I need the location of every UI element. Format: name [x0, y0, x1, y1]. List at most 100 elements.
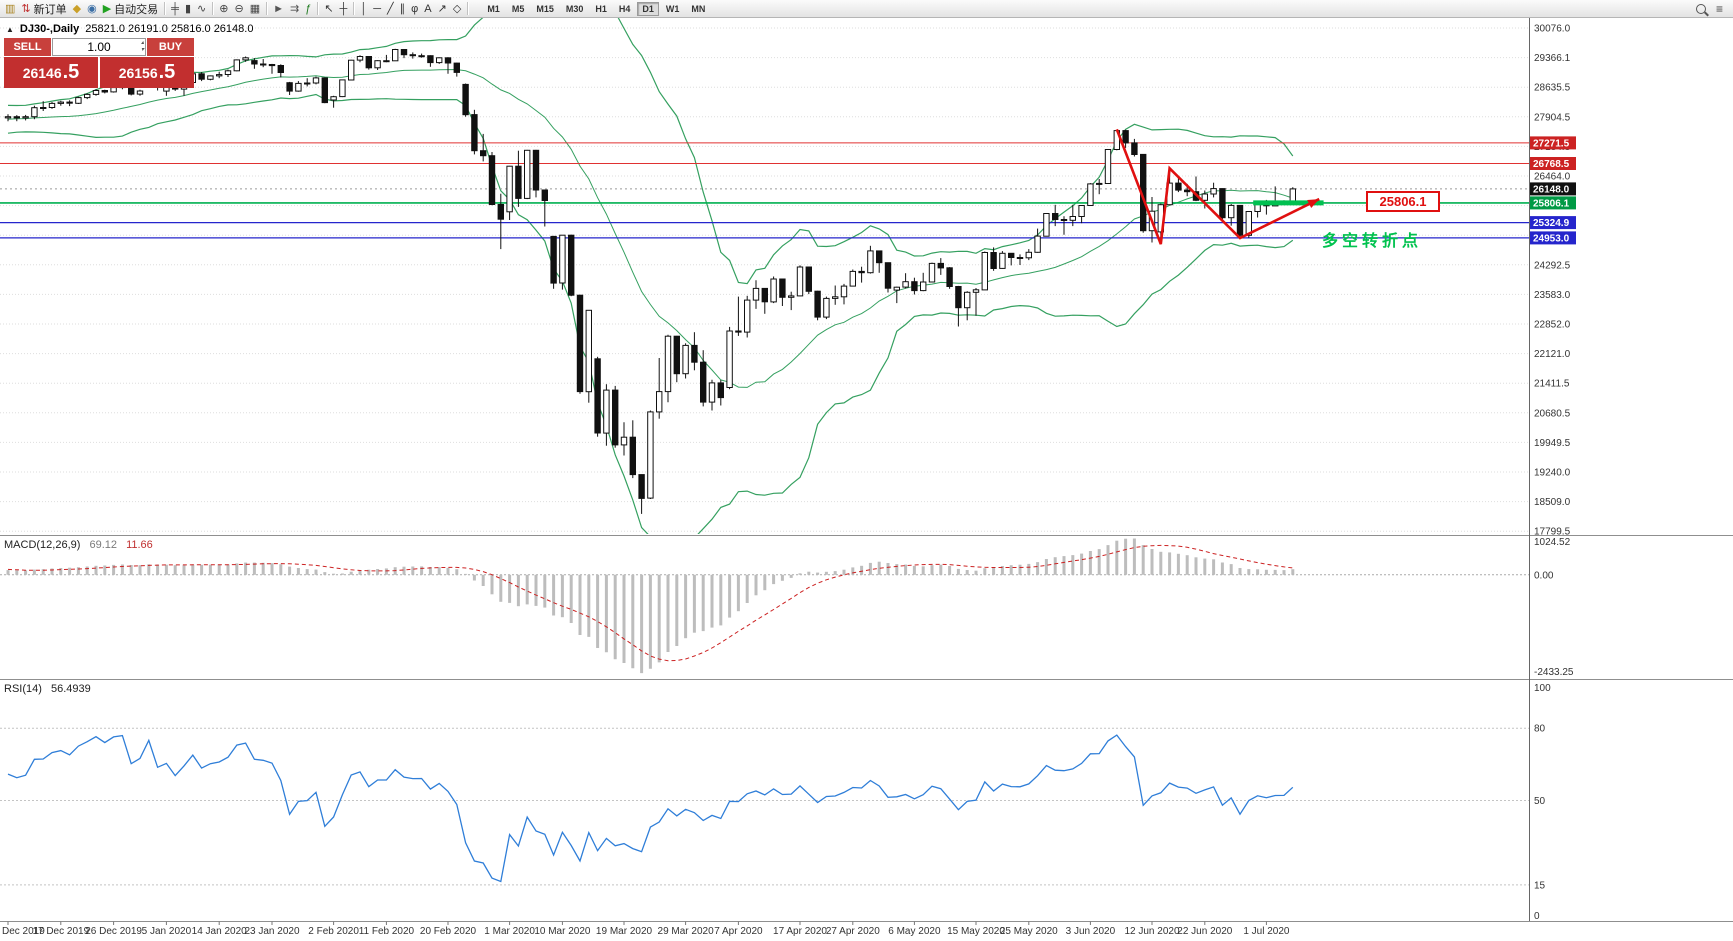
volume-input[interactable]: 1.00 ▴ ▾ [52, 38, 146, 56]
crosshair-icon[interactable]: ┼ [337, 1, 351, 17]
rsi-indicator-label: RSI(14) 56.4939 [4, 683, 91, 695]
horizontal-line-icon[interactable]: ─ [370, 1, 384, 17]
zoom-in-icon[interactable]: ⊕ [216, 1, 231, 17]
candle [664, 335, 672, 393]
autotrading-button[interactable]: ▶ 自动交易 [100, 1, 161, 17]
candle [1078, 205, 1085, 217]
buy-price-button[interactable]: 26156.5 [100, 57, 194, 88]
toolbar-separator [353, 2, 355, 15]
candle [304, 82, 311, 85]
macd-axis-label: -2433.25 [1534, 667, 1574, 678]
menu-icon[interactable]: ≡ [1715, 1, 1723, 16]
one-click-collapse-icon[interactable]: ▲ [6, 24, 14, 34]
sell-price-button[interactable]: 26146.5 [4, 57, 98, 88]
shapes-icon-glyph: ◇ [452, 2, 462, 15]
candle [506, 165, 513, 213]
timeframe-m30[interactable]: M30 [565, 3, 584, 14]
candle [805, 266, 812, 292]
spinner-up-icon[interactable]: ▴ [140, 40, 144, 46]
metaeditor-icon[interactable]: ◆ [70, 1, 84, 17]
cursor-icon[interactable]: ↖ [321, 1, 336, 17]
timeframe-w1[interactable]: W1 [665, 3, 680, 14]
timeframe-m15[interactable]: M15 [536, 3, 554, 14]
macd-name: MACD(12,26,9) [4, 539, 81, 551]
date-label: 25 May 2020 [1000, 926, 1058, 937]
channel-icon[interactable]: ∥ [397, 1, 409, 17]
candle [427, 55, 434, 64]
spinner-down-icon[interactable]: ▾ [140, 47, 144, 53]
svg-text:25806.1: 25806.1 [1533, 198, 1570, 209]
date-label: 1 Mar 2020 [484, 926, 535, 937]
price-axis-label: 17799.5 [1534, 527, 1571, 538]
candle [893, 286, 900, 291]
candle [75, 97, 82, 104]
horizontal-line-icon-glyph: ─ [373, 2, 382, 15]
candle [286, 82, 293, 92]
candle [312, 77, 320, 84]
candle [110, 87, 117, 93]
candle [568, 234, 575, 296]
trendline-icon[interactable]: ╱ [384, 1, 397, 17]
vertical-line-icon[interactable]: │ [357, 1, 370, 17]
price-annotation-box: 25806.1 [1366, 191, 1440, 212]
sell-button[interactable]: SELL [4, 38, 51, 56]
timeframe-d1[interactable]: D1 [637, 1, 659, 16]
candle [1025, 251, 1032, 259]
timeframe-h1[interactable]: H1 [595, 3, 607, 14]
cursor-icon-glyph: ↖ [324, 2, 334, 15]
candle [876, 250, 883, 264]
candle [656, 391, 663, 413]
toolbar-separator [266, 2, 268, 15]
candle [365, 56, 373, 69]
line-chart-icon[interactable]: ∿ [194, 1, 209, 17]
candle [374, 60, 381, 69]
timeframe-mn[interactable]: MN [691, 3, 706, 14]
horizontal-lines [0, 142, 1529, 239]
terminal-icon[interactable]: ◉ [84, 1, 100, 17]
candle [796, 266, 804, 297]
sell-price-main: 26146 [22, 64, 62, 81]
buy-button[interactable]: BUY [147, 38, 194, 56]
candle [436, 57, 443, 64]
text-label-icon[interactable]: A [421, 1, 434, 17]
candlestick-chart-icon[interactable]: ▮ [182, 1, 194, 17]
shapes-icon[interactable]: ◇ [450, 1, 464, 17]
candle [990, 252, 997, 269]
zoom-out-icon[interactable]: ⊖ [231, 1, 246, 17]
chart-shift-icon[interactable]: ⇉ [287, 1, 302, 17]
date-label: 1 Jul 2020 [1243, 926, 1290, 937]
price-axis-label: 22852.0 [1534, 320, 1571, 331]
candle [48, 102, 56, 109]
auto-scroll-icon[interactable]: ► [270, 1, 287, 17]
price-axis-label: 23583.0 [1534, 290, 1571, 301]
candle [779, 278, 786, 298]
candle [1060, 219, 1068, 221]
candle [383, 60, 390, 63]
candle [268, 64, 276, 67]
candle [471, 114, 478, 152]
new-order-button[interactable]: ⇅ 新订单 [18, 1, 69, 17]
candle [31, 107, 38, 118]
arrows-tool-icon[interactable]: ↗ [435, 1, 450, 17]
new-chart-icon[interactable]: ▥ [2, 1, 18, 17]
date-label: 10 Mar 2020 [534, 926, 591, 937]
zoom-in-icon-glyph: ⊕ [219, 2, 229, 15]
indicators-button[interactable]: ƒ [302, 1, 314, 17]
volume-spinner[interactable]: ▴ ▾ [141, 40, 144, 54]
crosshair-icon-glyph: ┼ [339, 2, 348, 15]
search-icon[interactable] [1695, 3, 1706, 14]
candle [682, 344, 689, 375]
candle [136, 90, 144, 95]
vertical-line-icon-glyph: │ [360, 2, 368, 15]
svg-text:26768.5: 26768.5 [1533, 159, 1570, 170]
timeframe-m5[interactable]: M5 [511, 3, 525, 14]
fibonacci-icon[interactable]: φ [408, 1, 421, 17]
timeframe-h4[interactable]: H4 [618, 3, 631, 14]
terminal-icon-glyph: ◉ [87, 2, 97, 15]
bar-chart-icon[interactable]: ╪ [168, 1, 182, 17]
tile-windows-icon[interactable]: ▦ [247, 1, 263, 17]
indicators-button-glyph: ƒ [305, 2, 312, 15]
timeframe-m1[interactable]: M1 [487, 3, 500, 14]
